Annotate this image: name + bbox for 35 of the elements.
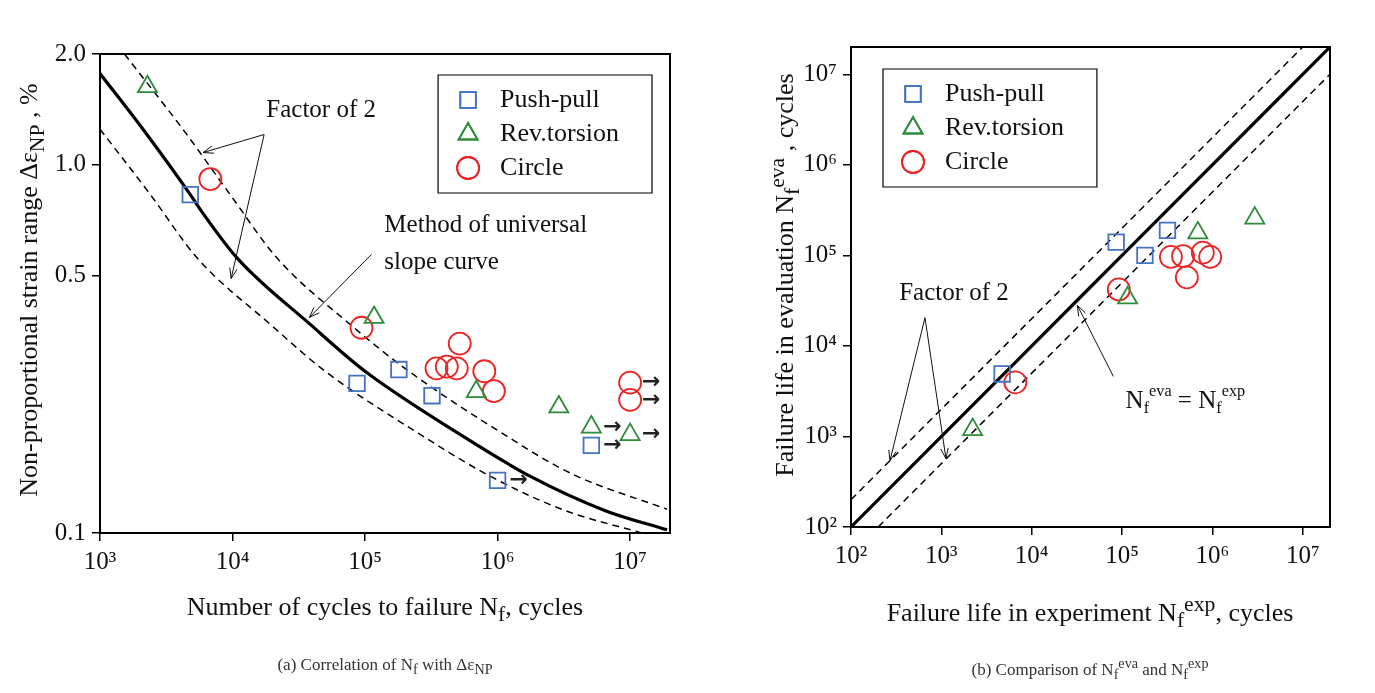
x-tick-label: 10⁴ [1014,540,1049,568]
y-tick-label: 10² [804,511,837,539]
y-tick-label: 2.0 [54,38,86,66]
legend-label: Circle [500,151,564,181]
x-tick-label: 10⁶ [1195,540,1230,568]
y-tick-label: 10⁴ [803,330,838,358]
y-tick-label: 0.5 [54,260,86,288]
text: (a) Correlation of N$_{f}$ with Δε$_{NP}$ [277,655,493,679]
x-tick-label: 10⁵ [1105,540,1139,568]
x-tick-label: 10³ [83,546,117,574]
legend-label: Rev.torsion [945,111,1064,141]
x-tick-label: 10² [834,540,868,568]
legend-label: Rev.torsion [500,117,619,147]
x-tick-label: 10⁵ [348,546,382,574]
annotation: → [642,420,661,446]
x-tick-label: 10⁷ [1285,540,1320,568]
annotation: Method of universal slope curve [384,210,588,275]
y-tick-label: 1.0 [54,149,86,177]
y-tick-label: 10⁵ [803,239,837,267]
y-tick-label: 10⁷ [803,58,837,86]
annotation: Factor of 2 [899,278,1009,306]
x-tick-label: 10⁷ [613,546,647,574]
legend-label: Push-pull [945,77,1045,107]
x-axis-title: Number of cycles to failure N$_{f}$, cycles [186,592,584,628]
annotation: → [509,466,529,492]
annotation: Factor of 2 [266,95,376,123]
legend-label: Circle [945,145,1009,175]
x-axis-title: Failure life in experiment N$_{f}$$^{exp}$, cycles [886,592,1294,633]
x-tick-label: 10⁶ [480,546,515,574]
y-tick-label: 10⁶ [803,149,837,177]
y-tick-label: 0.1 [54,517,86,545]
y-tick-label: 10³ [804,421,838,449]
x-tick-label: 10⁴ [215,546,250,574]
x-tick-label: 10³ [925,540,959,568]
legend-label: Push-pull [500,83,600,113]
